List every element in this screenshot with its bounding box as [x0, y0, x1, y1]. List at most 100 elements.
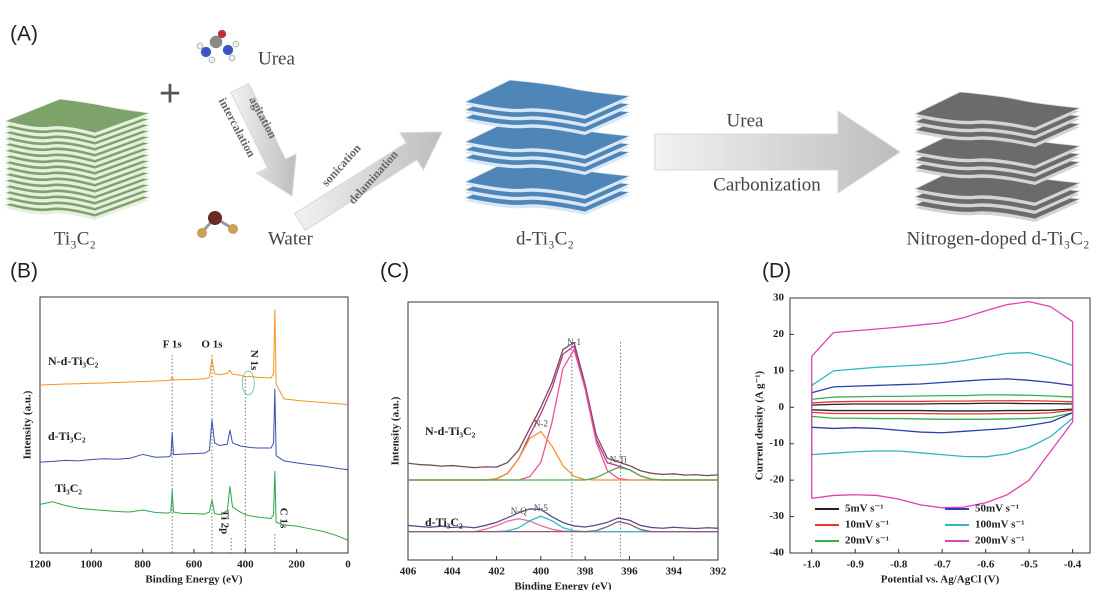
x-tick-label: 400 [237, 559, 254, 571]
x-tick-label: -0.6 [977, 559, 995, 571]
y-tick-label: 20 [773, 328, 785, 340]
peak-label: N-Q [511, 506, 527, 516]
y-axis-label: Intensity (a.u.) [22, 390, 34, 459]
legend-label: 10mV s⁻¹ [845, 519, 889, 531]
atom [228, 54, 236, 62]
legend-label: 200mV s⁻¹ [975, 535, 1025, 547]
y-tick-label: -30 [769, 510, 784, 522]
peak-label: F 1s [163, 339, 183, 351]
peak-label: Ti 2p [219, 510, 231, 535]
atom [232, 40, 240, 48]
atom [196, 42, 204, 50]
atom [208, 211, 222, 225]
series-line [408, 345, 718, 481]
step-label: Urea [727, 110, 764, 131]
atom [217, 29, 227, 39]
series-line [408, 520, 718, 533]
x-tick-label: -0.9 [847, 559, 865, 571]
atom [197, 228, 207, 238]
x-tick-label: -0.7 [933, 559, 951, 571]
peak-label: N-1 [567, 337, 581, 347]
series-line [408, 430, 718, 481]
x-tick-label: -1.0 [803, 559, 821, 571]
x-tick-label: 396 [621, 566, 638, 578]
peak-label: N-Ti [610, 454, 628, 464]
x-tick-label: 800 [134, 559, 151, 571]
plot-frame [789, 297, 1091, 554]
process-arrow [654, 110, 901, 194]
y-tick-label: -10 [769, 437, 784, 449]
sheet [463, 79, 632, 117]
panel-label: (A) [10, 23, 38, 46]
atom [208, 56, 216, 64]
peak-label: N-2 [534, 419, 548, 429]
scheme-label: Urea [258, 48, 295, 69]
series-label: N-d-Ti₃C₂ [48, 354, 99, 368]
plus-sign: + [159, 73, 181, 115]
series-line [39, 388, 349, 471]
y-tick-label: 0 [779, 401, 785, 413]
y-tick-label: -40 [769, 547, 784, 559]
process-arrow [293, 131, 443, 232]
legend-label: 5mV s⁻¹ [845, 503, 884, 515]
series-line [407, 508, 719, 530]
process-arrow [230, 82, 297, 197]
x-axis-label: Binding Energy (eV) [145, 574, 243, 586]
x-tick-label: 406 [400, 566, 417, 578]
x-tick-label: 200 [288, 559, 305, 571]
peak-label: O 1s [201, 339, 223, 351]
x-tick-label: 392 [710, 566, 727, 578]
atom [209, 35, 223, 49]
x-axis-label: Binding Energy (eV) [514, 581, 612, 590]
plot-frame [407, 301, 719, 561]
series-label: d-Ti₃C₂ [48, 429, 86, 443]
y-tick-label: 30 [773, 292, 785, 304]
step-label: Carbonization [713, 174, 821, 195]
x-tick-label: 400 [533, 566, 550, 578]
series-line [408, 466, 718, 481]
x-tick-label: 1200 [29, 559, 52, 571]
sheet [3, 98, 151, 134]
y-axis-label: Current density (A g⁻¹) [754, 370, 766, 480]
peak-label: C 1s [277, 508, 289, 529]
sheet [913, 91, 1082, 129]
legend-label: 50mV s⁻¹ [975, 503, 1019, 515]
series-line [811, 300, 1074, 509]
panel-label: (B) [10, 260, 38, 283]
series-line [811, 351, 1074, 458]
x-tick-label: 394 [665, 566, 682, 578]
y-tick-label: -20 [769, 474, 784, 486]
atom [228, 224, 238, 234]
x-tick-label: -0.5 [1020, 559, 1038, 571]
series-line [811, 402, 1074, 412]
scheme-label: Water [268, 228, 314, 249]
series-line [811, 400, 1074, 415]
legend-label: 20mV s⁻¹ [845, 535, 889, 547]
x-tick-label: -0.4 [1064, 559, 1082, 571]
series-label: N-d-Ti₃C₂ [425, 424, 476, 438]
plot-frame [39, 296, 349, 554]
y-tick-label: 10 [773, 364, 785, 376]
scheme-label: Ti₃C₂ [54, 228, 96, 249]
x-tick-label: 402 [488, 566, 505, 578]
scheme-label: d-Ti₃C₂ [516, 228, 574, 249]
peak-label: N-5 [534, 503, 548, 513]
panel-label: (C) [380, 260, 409, 283]
legend-label: 100mV s⁻¹ [975, 519, 1025, 531]
series-line [39, 309, 349, 406]
x-axis-label: Potential vs. Ag/AgCl (V) [881, 574, 1000, 586]
y-axis-label: Intensity (a.u.) [390, 396, 402, 465]
x-tick-label: 398 [577, 566, 594, 578]
series-line [407, 341, 719, 477]
x-tick-label: 0 [345, 559, 351, 571]
x-tick-label: 1000 [80, 559, 103, 571]
series-line [811, 378, 1074, 434]
peak-label: N 1s [248, 350, 260, 371]
x-tick-label: -0.8 [890, 559, 908, 571]
series-line [408, 349, 718, 481]
highlight [241, 370, 255, 396]
series-line [811, 394, 1074, 420]
series-label: d-Ti₃C₂ [425, 515, 463, 529]
x-tick-label: 404 [444, 566, 461, 578]
